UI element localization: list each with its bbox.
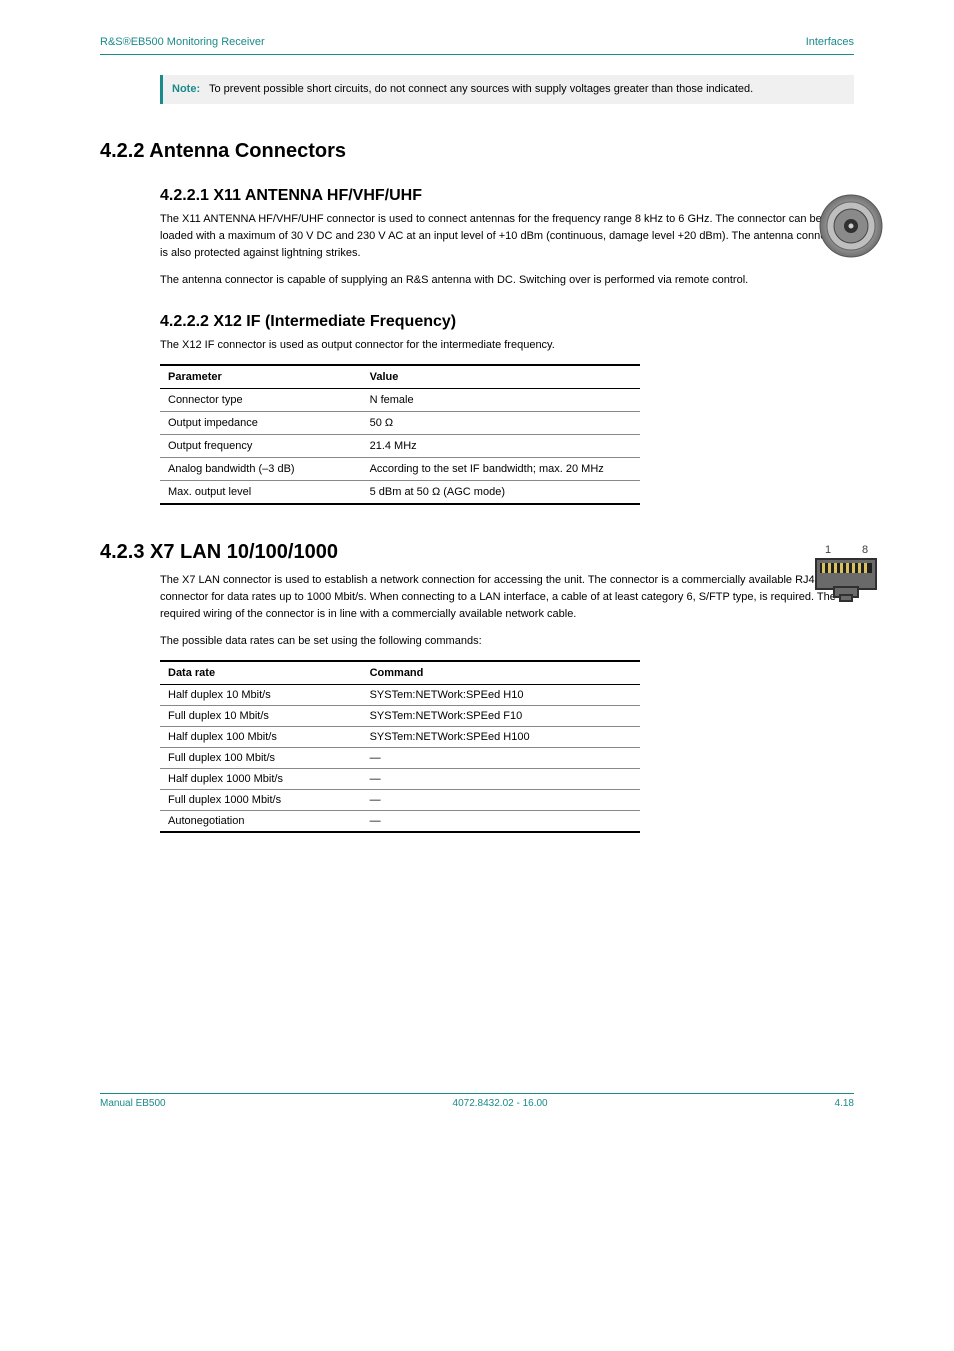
heading-x12-if: 4.2.2.2 X12 IF (Intermediate Frequency): [160, 313, 854, 331]
table-row: Half duplex 10 Mbit/s SYSTem:NETWork:SPE…: [160, 685, 640, 706]
paragraph-x11-a: The X11 ANTENNA HF/VHF/UHF connector is …: [160, 211, 854, 262]
cell: SYSTem:NETWork:SPEed F10: [362, 706, 640, 727]
tbl1-h0: Parameter: [160, 365, 362, 389]
note-box: Note: To prevent possible short circuits…: [160, 75, 854, 104]
if-params-table: Parameter Value Connector type N female …: [160, 364, 640, 505]
cell: —: [362, 811, 640, 833]
bnc-connector-icon: [818, 193, 884, 264]
table-lan-commands: Data rate Command Half duplex 10 Mbit/s …: [160, 660, 640, 833]
table-row: Half duplex 100 Mbit/s SYSTem:NETWork:SP…: [160, 727, 640, 748]
table-row: Analog bandwidth (–3 dB) According to th…: [160, 458, 640, 481]
note-text: To prevent possible short circuits, do n…: [209, 83, 753, 95]
cell: 21.4 MHz: [362, 435, 640, 458]
cell: Full duplex 100 Mbit/s: [160, 748, 362, 769]
footer-right: 4.18: [835, 1098, 854, 1109]
cell: SYSTem:NETWork:SPEed H100: [362, 727, 640, 748]
table-row: Output impedance 50 Ω: [160, 412, 640, 435]
paragraph-x11-b: The antenna connector is capable of supp…: [160, 272, 854, 289]
header-left: R&S®EB500 Monitoring Receiver: [100, 36, 265, 48]
cell: —: [362, 748, 640, 769]
cell: Output frequency: [160, 435, 362, 458]
table-row: Full duplex 10 Mbit/s SYSTem:NETWork:SPE…: [160, 706, 640, 727]
tbl2-h0: Data rate: [160, 661, 362, 685]
rj45-connector-icon: 1 8: [810, 541, 882, 614]
heading-x7-lan: 4.2.3 X7 LAN 10/100/1000: [100, 541, 854, 564]
cell: N female: [362, 389, 640, 412]
heading-antenna-connectors: 4.2.2 Antenna Connectors: [100, 140, 854, 163]
cell: Autonegotiation: [160, 811, 362, 833]
header-right: Interfaces: [806, 36, 854, 48]
cell: Full duplex 1000 Mbit/s: [160, 790, 362, 811]
note-label: Note:: [172, 83, 200, 95]
para-x12-a-text: The X12 IF connector is used as output c…: [160, 337, 854, 354]
table-row: Full duplex 100 Mbit/s —: [160, 748, 640, 769]
cell: Half duplex 1000 Mbit/s: [160, 769, 362, 790]
para-lan-a-text: The X7 LAN connector is used to establis…: [160, 572, 854, 623]
svg-text:8: 8: [862, 544, 868, 556]
footer-center: 4072.8432.02 - 16.00: [453, 1098, 548, 1109]
paragraph-x12-a: The X12 IF connector is used as output c…: [160, 337, 854, 354]
cell: Half duplex 10 Mbit/s: [160, 685, 362, 706]
table-row: Half duplex 1000 Mbit/s —: [160, 769, 640, 790]
paragraph-lan-a: The X7 LAN connector is used to establis…: [160, 572, 854, 623]
cell: Max. output level: [160, 481, 362, 505]
heading-x11-antenna: 4.2.2.1 X11 ANTENNA HF/VHF/UHF: [160, 187, 854, 205]
footer-left: Manual EB500: [100, 1098, 166, 1109]
para-x11-b-text: The antenna connector is capable of supp…: [160, 272, 854, 289]
page-footer: Manual EB500 4072.8432.02 - 16.00 4.18: [100, 1093, 854, 1109]
tbl1-h1: Value: [362, 365, 640, 389]
cell: Analog bandwidth (–3 dB): [160, 458, 362, 481]
cell: 5 dBm at 50 Ω (AGC mode): [362, 481, 640, 505]
table-row: Autonegotiation —: [160, 811, 640, 833]
para-lan-b-text: The possible data rates can be set using…: [160, 633, 854, 650]
cell: —: [362, 790, 640, 811]
header-rule: [100, 54, 854, 55]
cell: 50 Ω: [362, 412, 640, 435]
page-header: R&S®EB500 Monitoring Receiver Interfaces: [100, 36, 854, 48]
tbl2-h1: Command: [362, 661, 640, 685]
table-if-parameters: Parameter Value Connector type N female …: [160, 364, 640, 505]
cell: —: [362, 769, 640, 790]
cell: Connector type: [160, 389, 362, 412]
table-row: Connector type N female: [160, 389, 640, 412]
para-x11-a-text: The X11 ANTENNA HF/VHF/UHF connector is …: [160, 211, 854, 262]
table-row: Max. output level 5 dBm at 50 Ω (AGC mod…: [160, 481, 640, 505]
cell: Half duplex 100 Mbit/s: [160, 727, 362, 748]
table-row: Full duplex 1000 Mbit/s —: [160, 790, 640, 811]
svg-text:1: 1: [825, 544, 831, 556]
cell: According to the set IF bandwidth; max. …: [362, 458, 640, 481]
lan-cmds-table: Data rate Command Half duplex 10 Mbit/s …: [160, 660, 640, 833]
cell: Output impedance: [160, 412, 362, 435]
cell: SYSTem:NETWork:SPEed H10: [362, 685, 640, 706]
note-accent-bar: [160, 75, 163, 104]
paragraph-lan-b: The possible data rates can be set using…: [160, 633, 854, 650]
cell: Full duplex 10 Mbit/s: [160, 706, 362, 727]
table-row: Output frequency 21.4 MHz: [160, 435, 640, 458]
